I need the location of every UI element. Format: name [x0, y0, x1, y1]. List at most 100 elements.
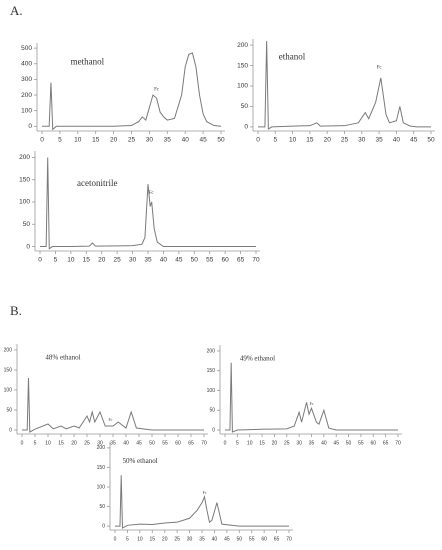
y-tick-label: 150: [237, 62, 248, 69]
annotation: methanol: [71, 56, 105, 66]
panel-label: A.: [10, 3, 23, 18]
x-tick-label: 70: [395, 440, 401, 446]
x-tick-label: 50: [149, 440, 155, 446]
x-tick-label: 25: [128, 137, 136, 144]
y-tick-label: 150: [19, 176, 30, 183]
x-tick-label: 40: [321, 440, 327, 446]
y-tick-label: 200: [4, 347, 13, 353]
y-tick-label: 100: [4, 387, 13, 393]
x-tick-label: 0: [256, 137, 260, 144]
x-tick-label: 15: [306, 137, 314, 144]
x-tick-label: 30: [187, 536, 193, 542]
x-tick-label: 15: [92, 137, 100, 144]
y-tick-label: 200: [207, 348, 216, 354]
x-tick-label: 55: [162, 440, 168, 446]
x-tick-label: 45: [333, 440, 339, 446]
x-tick-label: 5: [58, 137, 62, 144]
x-tick-label: 35: [110, 440, 116, 446]
x-tick-label: 10: [74, 137, 82, 144]
x-tick-label: 35: [164, 137, 172, 144]
y-tick-label: 50: [209, 408, 215, 414]
x-tick-label: 35: [144, 257, 152, 264]
y-tick-label: 100: [21, 107, 32, 114]
x-tick-label: 70: [252, 257, 260, 264]
chromatogram-line: [42, 52, 222, 131]
chromatogram-line: [22, 377, 204, 433]
x-tick-label: 0: [114, 536, 117, 542]
chromatogram-line: [225, 362, 398, 433]
x-tick-label: 0: [21, 440, 24, 446]
x-tick-label: 15: [83, 257, 91, 264]
x-tick-label: 25: [284, 440, 290, 446]
x-tick-label: 35: [199, 536, 205, 542]
y-tick-label: 100: [207, 388, 216, 394]
annotation: 48% ethanol: [45, 354, 80, 362]
y-tick-label: 50: [23, 221, 31, 228]
x-tick-label: 20: [324, 137, 332, 144]
y-tick-label: 200: [97, 445, 106, 451]
x-tick-label: 25: [84, 440, 90, 446]
y-tick-label: 0: [102, 523, 105, 529]
x-tick-label: 30: [296, 440, 302, 446]
x-tick-label: 20: [71, 440, 77, 446]
y-tick-label: 200: [19, 154, 30, 161]
x-tick-label: 25: [341, 137, 349, 144]
annotation: acetonitrile: [77, 178, 117, 188]
x-tick-label: 50: [237, 536, 243, 542]
x-tick-label: 60: [175, 440, 181, 446]
annotation: Fc: [108, 418, 112, 422]
y-tick-label: 200: [237, 42, 248, 49]
y-tick-label: 0: [9, 427, 12, 433]
x-tick-label: 15: [58, 440, 64, 446]
x-tick-label: 50: [427, 137, 435, 144]
x-tick-label: 45: [224, 536, 230, 542]
x-tick-label: 30: [146, 137, 154, 144]
x-tick-label: 55: [358, 440, 364, 446]
y-tick-label: 100: [237, 83, 248, 90]
annotation: Fc: [310, 402, 314, 406]
y-tick-label: 0: [26, 243, 30, 250]
x-tick-label: 10: [247, 440, 253, 446]
y-tick-label: 50: [6, 407, 12, 413]
x-tick-label: 65: [274, 536, 280, 542]
x-tick-label: 5: [54, 257, 58, 264]
x-tick-label: 35: [309, 440, 315, 446]
chromatogram-line: [258, 40, 431, 130]
x-tick-label: 0: [38, 257, 42, 264]
x-tick-label: 5: [273, 137, 277, 144]
annotation: Fc: [203, 491, 207, 495]
annotation: 49% ethanol: [240, 354, 275, 362]
y-tick-label: 300: [21, 76, 32, 83]
x-tick-label: 30: [129, 257, 137, 264]
x-tick-label: 10: [67, 257, 75, 264]
y-tick-label: 0: [212, 427, 215, 433]
y-tick-label: 150: [97, 465, 106, 471]
x-tick-label: 20: [272, 440, 278, 446]
x-tick-label: 70: [286, 536, 292, 542]
x-tick-label: 70: [201, 440, 207, 446]
x-tick-label: 20: [98, 257, 106, 264]
annotation: ethanol: [279, 51, 306, 61]
y-tick-label: 150: [4, 367, 13, 373]
y-tick-label: 100: [19, 199, 30, 206]
y-tick-label: 0: [244, 124, 248, 131]
x-tick-label: 65: [188, 440, 194, 446]
x-tick-label: 25: [114, 257, 122, 264]
y-tick-label: 500: [21, 45, 32, 52]
x-tick-label: 40: [182, 137, 190, 144]
y-tick-label: 50: [99, 504, 105, 510]
panel-label: B.: [10, 303, 22, 318]
x-tick-label: 50: [217, 137, 225, 144]
x-tick-label: 20: [110, 137, 118, 144]
x-tick-label: 65: [383, 440, 389, 446]
y-tick-label: 100: [97, 484, 106, 490]
x-tick-label: 5: [34, 440, 37, 446]
y-tick-label: 400: [21, 60, 32, 67]
x-tick-label: 5: [236, 440, 239, 446]
x-tick-label: 50: [346, 440, 352, 446]
x-tick-label: 55: [249, 536, 255, 542]
x-tick-label: 50: [191, 257, 199, 264]
annotation: Fc: [149, 191, 155, 196]
x-tick-label: 10: [45, 440, 51, 446]
